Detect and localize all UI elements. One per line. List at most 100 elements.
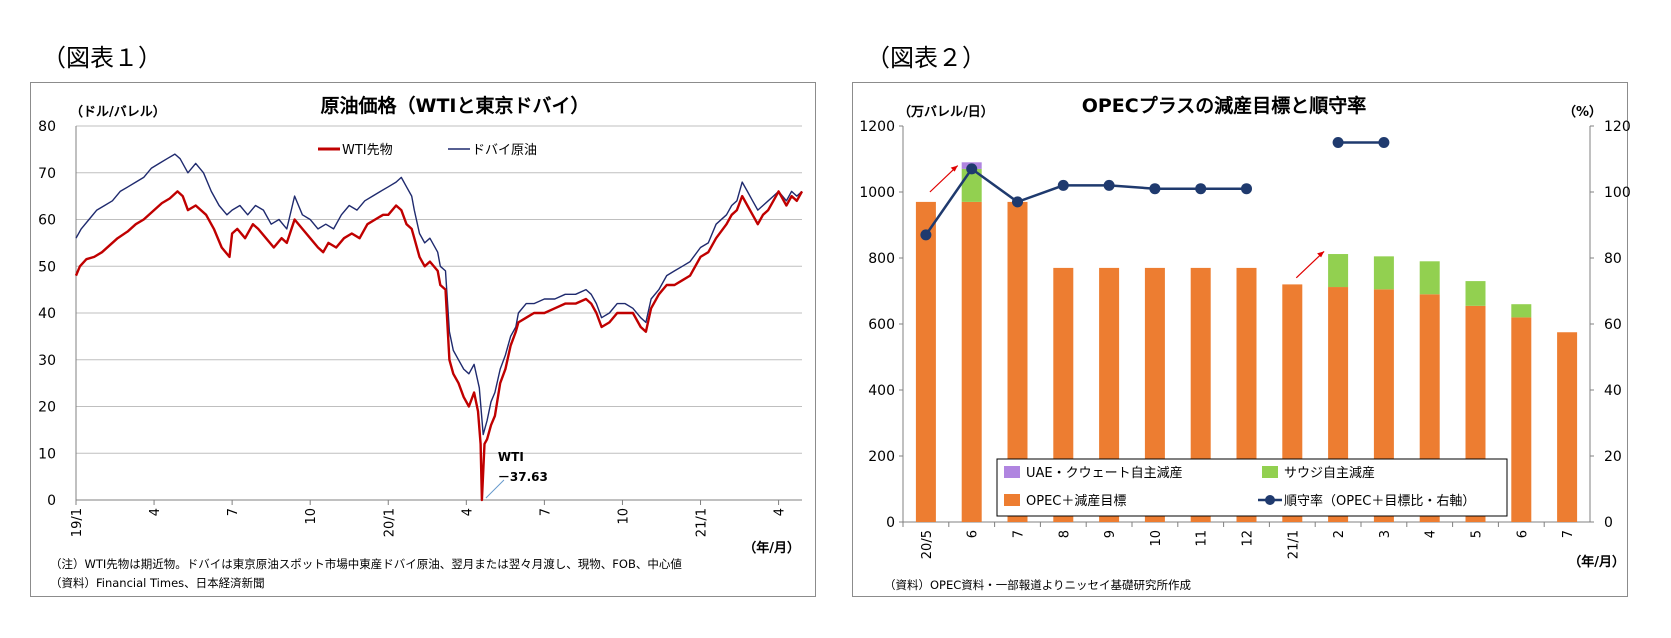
chart2-title: OPECプラスの減産目標と順守率 (1082, 94, 1367, 117)
chart2-y2-axis-label: （%） (1563, 104, 1602, 120)
chart1-annotation-value: －37.63 (498, 470, 548, 484)
chart1-x-tick: 10 (616, 508, 631, 525)
chart2-bar-target (1236, 267, 1257, 522)
chart2-bar-target (1511, 317, 1532, 522)
figure-1-label: （図表１） (42, 44, 162, 72)
chart2-bar-saudi (1419, 261, 1440, 295)
chart2-legend-marker-compliance (1265, 495, 1275, 505)
chart2-y-tick: 800 (868, 251, 895, 267)
chart2-legend-swatch-target (1004, 494, 1020, 506)
chart1-x-tick: 4 (148, 508, 163, 516)
chart1-x-tick: 21/1 (695, 508, 710, 537)
chart2-bar-target (1190, 267, 1211, 522)
chart2-y2-tick: 80 (1604, 251, 1622, 267)
chart1-line-wti (74, 190, 804, 502)
chart1-y-tick: 60 (38, 213, 56, 229)
chart1-y-tick: 20 (38, 400, 56, 416)
chart2-bar-saudi (1465, 281, 1486, 306)
chart1-x-tick: 19/1 (70, 508, 85, 537)
chart2-y2-tick: 20 (1604, 449, 1622, 465)
chart2-bar-target (1144, 267, 1165, 522)
chart2-bar-target (1007, 201, 1028, 522)
chart2-legend-label-target: OPEC＋減産目標 (1026, 493, 1126, 509)
chart2-point-compliance (966, 163, 978, 175)
chart2-x-tick: 5 (1470, 530, 1485, 538)
chart2-y-axis-label: （万バレル/日） (898, 104, 994, 120)
chart2-x-tick: 10 (1149, 530, 1164, 547)
chart2-x-axis-label: （年/月） (1568, 554, 1625, 570)
chart1-annotation-arrow (485, 479, 505, 499)
chart1-y-tick: 30 (38, 353, 56, 369)
chart2-y2-tick: 40 (1604, 383, 1622, 399)
chart1-x-tick: 7 (226, 508, 241, 516)
chart2-point-compliance (1241, 183, 1252, 195)
chart2-x-tick: 3 (1378, 530, 1393, 538)
chart2-point-compliance (1012, 196, 1023, 208)
chart2-x-tick: 6 (1515, 530, 1530, 538)
chart2-x-tick: 7 (1012, 530, 1027, 538)
chart2-x-tick: 2 (1332, 530, 1347, 538)
chart1-x-tick: 20/1 (382, 508, 397, 537)
chart2-x-tick: 4 (1424, 530, 1439, 538)
chart2-point-compliance (1195, 183, 1207, 195)
chart2-x-tick: 9 (1103, 530, 1118, 538)
chart2-x-tick: 20/5 (920, 530, 935, 559)
chart2-y-tick: 0 (886, 515, 895, 531)
chart2-bar-target (1557, 332, 1578, 522)
chart2-legend-box (996, 458, 1508, 517)
chart1-legend-label-wti: WTI先物 (342, 143, 393, 158)
chart1-x-tick: 4 (773, 508, 788, 516)
chart1-annotation-label: WTI (498, 450, 524, 464)
chart2-red-arrow (929, 165, 959, 193)
chart2-x-tick: 8 (1057, 530, 1072, 538)
chart1-y-tick: 0 (47, 493, 56, 509)
chart2-x-tick: 11 (1195, 530, 1210, 547)
chart2-y2-tick: 100 (1604, 185, 1631, 201)
chart2-red-arrow (1295, 250, 1325, 279)
chart2-bar-saudi (1328, 254, 1349, 288)
chart2-y-tick: 1000 (859, 185, 895, 201)
chart1-y-tick: 80 (38, 119, 56, 135)
chart2-y-tick: 400 (868, 383, 895, 399)
chart2-point-compliance (920, 229, 932, 241)
chart1-y-tick: 40 (38, 306, 56, 322)
chart2-bar-target (915, 201, 936, 522)
chart2-red-arrowhead (950, 165, 958, 172)
chart1-y-tick: 10 (38, 446, 56, 462)
chart2-legend-swatch-uae-kuwait (1004, 466, 1020, 478)
chart2-source: （資料）OPEC資料・一部報道よりニッセイ基礎研究所作成 (884, 578, 1192, 592)
chart2-y-tick: 600 (868, 317, 895, 333)
chart1-source: （資料）Financial Times、日本経済新聞 (50, 576, 265, 590)
chart1-y-tick: 70 (38, 166, 56, 182)
chart1-note: （注）WTI先物は期近物。ドバイは東京原油スポット市場中東産ドバイ原油、翌月また… (50, 557, 682, 571)
chart1-line-dubai (75, 153, 803, 436)
chart2-legend-label-compliance: 順守率（OPEC＋目標比・右軸） (1284, 493, 1475, 509)
chart2-bar-saudi (1373, 256, 1394, 290)
chart2-point-compliance (1332, 137, 1344, 148)
chart2-y-tick: 200 (868, 449, 895, 465)
chart2-y-tick: 1200 (859, 119, 895, 135)
chart1-x-axis-label: （年/月） (743, 540, 800, 556)
chart2-bar-target (961, 201, 982, 522)
chart2-x-tick: 7 (1561, 530, 1576, 538)
chart2-point-compliance (1378, 137, 1390, 148)
chart2-legend-label-saudi: サウジ自主減産 (1284, 465, 1375, 481)
chart2-x-tick: 21/1 (1286, 530, 1301, 559)
chart1-y-tick: 50 (38, 259, 56, 275)
figure-2-label: （図表２） (866, 44, 986, 72)
chart2-y2-tick: 60 (1604, 317, 1622, 333)
chart2-bar-saudi (1511, 304, 1532, 318)
chart2-line-compliance (924, 167, 1247, 236)
chart2-x-tick: 6 (966, 530, 981, 538)
chart2-bar-target (1053, 267, 1074, 522)
chart2-point-compliance (1057, 179, 1069, 191)
chart1-x-tick: 10 (304, 508, 319, 525)
chart1-legend-label-dubai: ドバイ原油 (472, 143, 537, 158)
chart1-title: 原油価格（WTIと東京ドバイ） (321, 94, 590, 117)
chart2-bar-target (1099, 267, 1120, 522)
chart1-y-axis-label: （ドル/バレル） (70, 104, 166, 120)
chart1-x-tick: 7 (538, 508, 553, 516)
chart2-x-tick: 12 (1241, 530, 1256, 547)
chart2-legend-label-uae-kuwait: UAE・クウェート自主減産 (1026, 465, 1183, 481)
